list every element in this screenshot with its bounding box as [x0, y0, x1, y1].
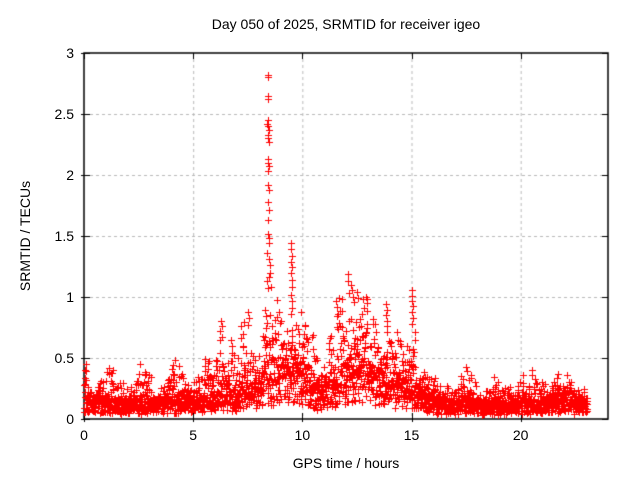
y-tick-label: 1 — [66, 289, 74, 305]
x-tick-label: 15 — [403, 427, 420, 443]
y-tick-label: 0.5 — [54, 350, 74, 366]
y-tick-label: 0 — [66, 411, 74, 427]
x-tick-label: 5 — [189, 427, 198, 443]
y-tick-label: 2.5 — [54, 106, 74, 122]
y-tick-label: 3 — [66, 45, 74, 61]
x-tick-label: 20 — [512, 427, 529, 443]
x-axis-label: GPS time / hours — [292, 455, 400, 471]
x-tick-label: 0 — [80, 427, 88, 443]
y-tick-label: 2 — [66, 167, 74, 183]
y-tick-label: 1.5 — [54, 228, 74, 244]
x-tick-label: 10 — [294, 427, 311, 443]
